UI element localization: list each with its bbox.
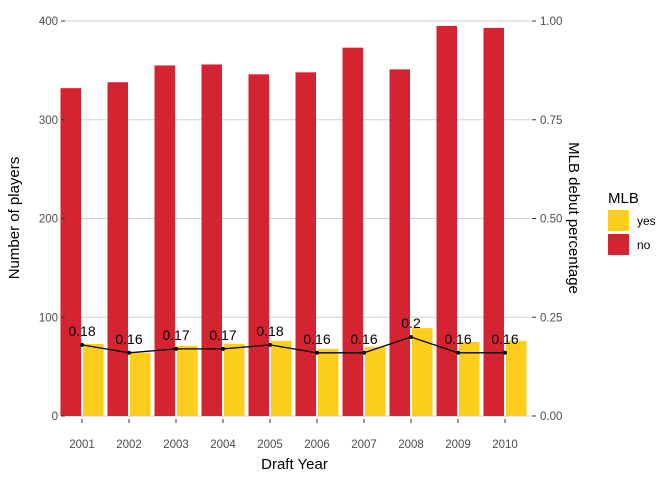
x-tick-label: 2005	[257, 439, 283, 451]
bar-no-2009	[436, 25, 457, 416]
x-tick-label: 2002	[116, 439, 142, 451]
y-tick-label: 200	[39, 214, 58, 226]
x-tick-label: 2004	[210, 439, 236, 451]
percentage-label: 0.16	[444, 331, 471, 347]
bar-yes-2009	[459, 341, 480, 416]
y-right-tick-label: 0.00	[540, 411, 562, 423]
legend-key-yes	[608, 210, 629, 231]
x-tick-label: 2001	[69, 439, 95, 451]
bar-no-2004	[201, 64, 222, 416]
bar-no-2002	[107, 82, 128, 416]
percentage-label: 0.16	[350, 331, 377, 347]
bar-no-2001	[60, 88, 81, 417]
percentage-label: 0.17	[209, 327, 236, 343]
bars	[60, 25, 527, 417]
bar-yes-2001	[83, 343, 104, 416]
legend-title: MLB	[608, 190, 639, 207]
percentage-label: 0.2	[401, 315, 421, 331]
legend-key-no	[608, 234, 629, 255]
percentage-label: 0.18	[68, 323, 95, 339]
percentage-point	[174, 346, 178, 351]
legend-label-yes: yes	[637, 214, 656, 228]
bar-yes-2007	[365, 346, 386, 416]
percentage-label: 0.16	[115, 331, 142, 347]
axes: 0 100 200 300 400 0.00 0.25 0.50 0.75 1.00 2001 200…	[39, 16, 563, 451]
y-tick-label: 100	[39, 312, 58, 324]
x-tick-label: 2010	[492, 439, 518, 451]
bar-yes-2004	[224, 343, 245, 416]
percentage-point	[409, 335, 413, 339]
bar-no-2008	[389, 69, 410, 416]
percentage-point	[362, 350, 366, 355]
x-tick-label: 2007	[351, 439, 377, 451]
bar-yes-2002	[130, 352, 151, 416]
percentage-point	[80, 342, 84, 347]
y-right-tick-label: 0.50	[540, 214, 562, 226]
percentage-label: 0.18	[256, 323, 283, 339]
bar-yes-2006	[318, 348, 339, 416]
y-axis-title: Number of players	[6, 157, 23, 280]
percentage-point	[503, 350, 507, 355]
x-tick-label: 2006	[304, 439, 330, 451]
debut-percentage-line: 0.18 0.16 0.17 0.17 0.18 0.16 0.16 0.2 0.16 0.16	[68, 315, 519, 355]
y-right-tick-label: 1.00	[540, 16, 562, 28]
y-tick-label: 300	[39, 115, 58, 127]
percentage-line	[81, 336, 505, 354]
percentage-point	[315, 350, 319, 355]
bar-no-2007	[342, 47, 363, 416]
percentage-point	[268, 342, 272, 347]
bar-yes-2008	[412, 328, 433, 416]
bar-yes-2010	[506, 340, 527, 416]
percentage-point	[127, 350, 131, 355]
legend-label-no: no	[637, 238, 651, 252]
percentage-point	[456, 350, 460, 355]
y-right-tick-label: 0.75	[540, 115, 562, 127]
percentage-label: 0.17	[162, 327, 189, 343]
bar-no-2010	[483, 27, 504, 416]
percentage-label: 0.16	[303, 331, 330, 347]
bar-no-2003	[154, 65, 175, 416]
bar-yes-2003	[177, 345, 198, 416]
x-tick-label: 2003	[163, 439, 189, 451]
x-tick-label: 2009	[445, 439, 471, 451]
percentage-point	[221, 346, 225, 351]
x-axis-title: Draft Year	[261, 456, 328, 473]
x-tick-label: 2008	[398, 439, 424, 451]
bar-no-2005	[248, 74, 269, 416]
y-tick-label: 400	[39, 16, 58, 28]
bar-yes-2005	[271, 340, 292, 416]
legend: MLB yes no	[608, 190, 656, 255]
y-axis-right-title: MLB debut percentage	[565, 142, 582, 294]
y-tick-label: 0	[52, 411, 58, 423]
y-right-tick-label: 0.25	[540, 312, 562, 324]
percentage-label: 0.16	[491, 331, 518, 347]
bar-no-2006	[295, 72, 316, 416]
